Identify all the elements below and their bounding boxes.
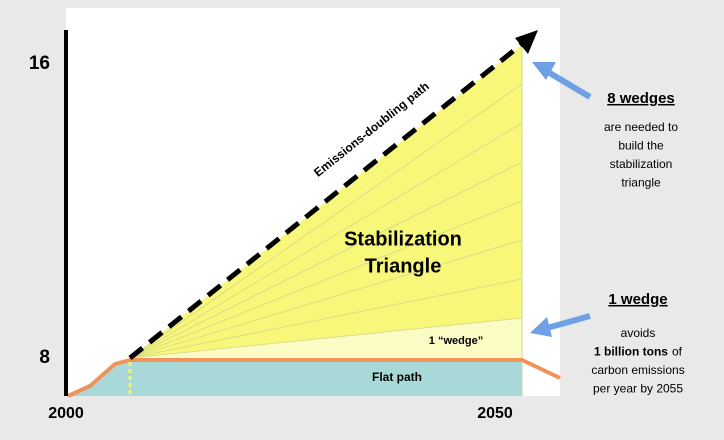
callout-line: stabilization — [610, 157, 673, 171]
triangle-label: Triangle — [365, 255, 442, 277]
wedge-lines — [129, 83, 523, 359]
y-tick-label: 16 — [29, 53, 50, 74]
callout-line: 1 billion tons of — [594, 345, 683, 359]
callout-title: 8 wedges — [607, 90, 675, 107]
callout-arrows — [530, 62, 592, 337]
callout-text: of — [672, 345, 683, 359]
x-tick-label: 2050 — [477, 405, 513, 422]
doubling-path-line — [128, 42, 524, 360]
arrow-head — [515, 30, 538, 54]
wedge-label: 1 “wedge” — [429, 335, 483, 347]
y-tick-label: 8 — [39, 347, 50, 368]
callout-line: build the — [618, 139, 664, 153]
callout-bold: 1 billion tons — [594, 345, 668, 359]
callouts: 8 wedges are needed to build the stabilizat… — [591, 90, 684, 396]
callout-line: per year by 2055 — [593, 382, 683, 396]
callout-line: carbon emissions — [591, 363, 684, 377]
flat-path-line — [67, 358, 561, 398]
callout-line: are needed to — [604, 120, 678, 134]
callout-line: triangle — [621, 176, 661, 190]
flat-path-label: Flat path — [372, 370, 422, 384]
triangle-label: Stabilization — [344, 228, 462, 250]
flat-region — [68, 361, 522, 396]
callout-title: 1 wedge — [608, 291, 667, 308]
x-tick-label: 2000 — [48, 405, 84, 422]
callout-line: avoids — [621, 326, 656, 340]
